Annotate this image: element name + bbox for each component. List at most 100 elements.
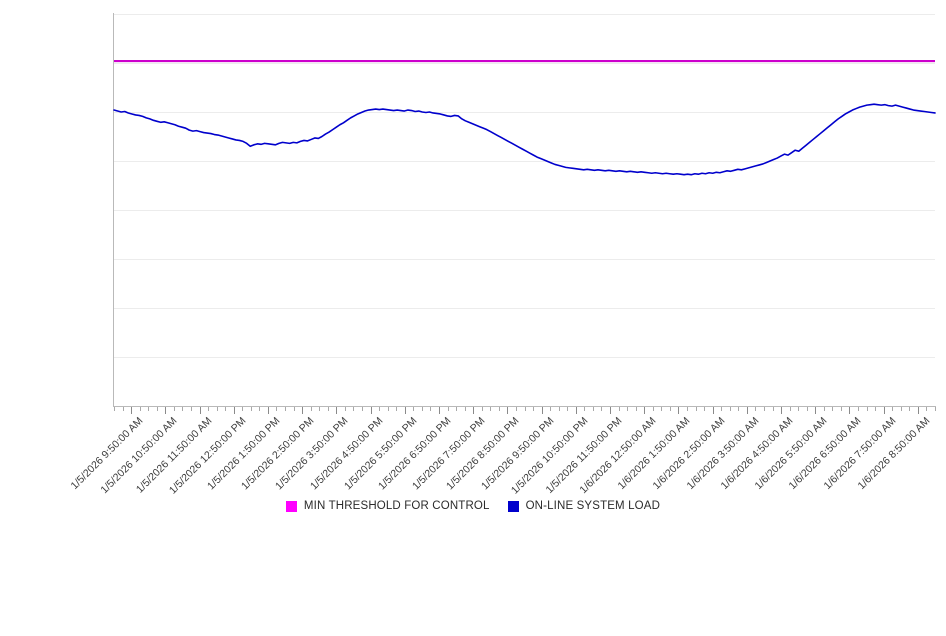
x-major-tick <box>781 407 783 414</box>
x-minor-tick <box>524 407 526 411</box>
x-minor-tick <box>669 407 671 411</box>
x-minor-tick <box>362 407 363 411</box>
x-axis-line <box>114 406 936 407</box>
x-minor-tick <box>866 407 868 411</box>
x-minor-tick <box>139 407 141 411</box>
x-major-tick <box>404 407 406 414</box>
x-minor-tick <box>926 407 928 411</box>
x-minor-tick <box>763 407 765 411</box>
legend-item-system-load[interactable]: ON-LINE SYSTEM LOAD <box>507 500 661 512</box>
x-minor-tick <box>618 407 620 411</box>
gridline-y-2 <box>114 308 935 309</box>
x-minor-tick <box>173 407 175 411</box>
x-minor-tick <box>695 407 697 411</box>
x-minor-tick <box>148 407 150 411</box>
gridline-y-6 <box>114 112 935 113</box>
x-minor-tick <box>259 407 261 411</box>
x-minor-tick <box>704 407 706 411</box>
x-minor-tick <box>772 407 774 411</box>
x-minor-tick <box>430 407 432 411</box>
x-minor-tick <box>379 407 381 411</box>
x-minor-tick <box>276 407 278 411</box>
x-major-tick <box>712 407 714 414</box>
x-major-tick <box>849 407 851 414</box>
x-minor-tick <box>319 407 321 411</box>
legend-item-min-threshold[interactable]: MIN THRESHOLD FOR CONTROL <box>285 500 490 512</box>
x-minor-tick <box>738 407 740 411</box>
x-minor-tick <box>592 407 594 411</box>
x-major-tick <box>199 407 201 414</box>
legend-label-min-threshold: MIN THRESHOLD FOR CONTROL <box>303 500 490 512</box>
x-major-tick <box>131 407 133 414</box>
legend-swatch-blue <box>507 500 519 512</box>
x-minor-tick <box>635 407 637 411</box>
x-minor-tick <box>935 407 936 411</box>
x-minor-tick <box>584 407 586 411</box>
x-minor-tick <box>686 407 688 411</box>
x-minor-tick <box>789 407 791 411</box>
gridline-y-1 <box>114 357 935 358</box>
x-major-tick <box>165 407 167 414</box>
x-major-tick <box>575 407 577 414</box>
x-minor-tick <box>601 407 603 411</box>
x-minor-tick <box>498 407 500 411</box>
x-minor-tick <box>447 407 449 411</box>
x-minor-tick <box>293 407 295 411</box>
x-major-tick <box>883 407 885 414</box>
x-minor-tick <box>558 407 560 411</box>
x-major-tick <box>370 407 372 414</box>
x-minor-tick <box>242 407 244 411</box>
x-axis-labels: 1/5/2026 9:50:00 AM 1/5/2026 10:50:00 AM 1… <box>0 406 946 497</box>
x-minor-tick <box>421 407 423 411</box>
x-minor-tick <box>729 407 731 411</box>
x-minor-tick <box>310 407 312 411</box>
x-major-tick <box>746 407 748 414</box>
y-axis-line <box>113 13 114 407</box>
x-major-tick <box>438 407 440 414</box>
chart-page: 1/5/2026 9:50:00 AM 1/5/2026 10:50:00 AM 1… <box>0 13 946 512</box>
x-minor-tick <box>464 407 466 411</box>
x-minor-tick <box>721 407 723 411</box>
x-major-tick <box>541 407 543 414</box>
x-major-tick <box>610 407 612 414</box>
x-minor-tick <box>456 407 458 411</box>
gridline-y-7 <box>114 63 935 64</box>
x-minor-tick <box>156 407 158 411</box>
x-minor-tick <box>515 407 517 411</box>
x-minor-tick <box>208 407 210 411</box>
x-minor-tick <box>909 407 911 411</box>
x-minor-tick <box>396 407 398 411</box>
x-major-tick <box>917 407 919 414</box>
x-minor-tick <box>875 407 877 411</box>
x-minor-tick <box>114 407 115 411</box>
x-minor-tick <box>661 407 663 411</box>
x-major-tick <box>815 407 817 414</box>
x-minor-tick <box>840 407 842 411</box>
x-major-tick <box>644 407 646 414</box>
x-minor-tick <box>823 407 825 411</box>
plot-area <box>114 14 935 407</box>
x-major-tick <box>507 407 509 414</box>
gridline-y-4 <box>114 210 935 211</box>
x-minor-tick <box>798 407 800 411</box>
x-minor-tick <box>806 407 808 411</box>
x-minor-tick <box>892 407 894 411</box>
x-major-tick <box>302 407 304 414</box>
x-minor-tick <box>858 407 860 411</box>
x-minor-tick <box>533 407 535 411</box>
x-minor-tick <box>755 407 757 411</box>
gridline-y-3 <box>114 259 935 260</box>
x-major-tick <box>233 407 235 414</box>
x-minor-tick <box>122 407 124 411</box>
legend-label-system-load: ON-LINE SYSTEM LOAD <box>525 500 661 512</box>
x-minor-tick <box>353 407 355 411</box>
x-axis-major-ticks <box>114 407 936 414</box>
x-minor-tick <box>627 407 629 411</box>
x-minor-tick <box>190 407 192 411</box>
x-minor-tick <box>327 407 329 411</box>
x-minor-tick <box>481 407 483 411</box>
gridline-y-8 <box>114 14 935 15</box>
x-major-tick <box>678 407 680 414</box>
x-minor-tick <box>550 407 552 411</box>
x-major-tick <box>473 407 475 414</box>
